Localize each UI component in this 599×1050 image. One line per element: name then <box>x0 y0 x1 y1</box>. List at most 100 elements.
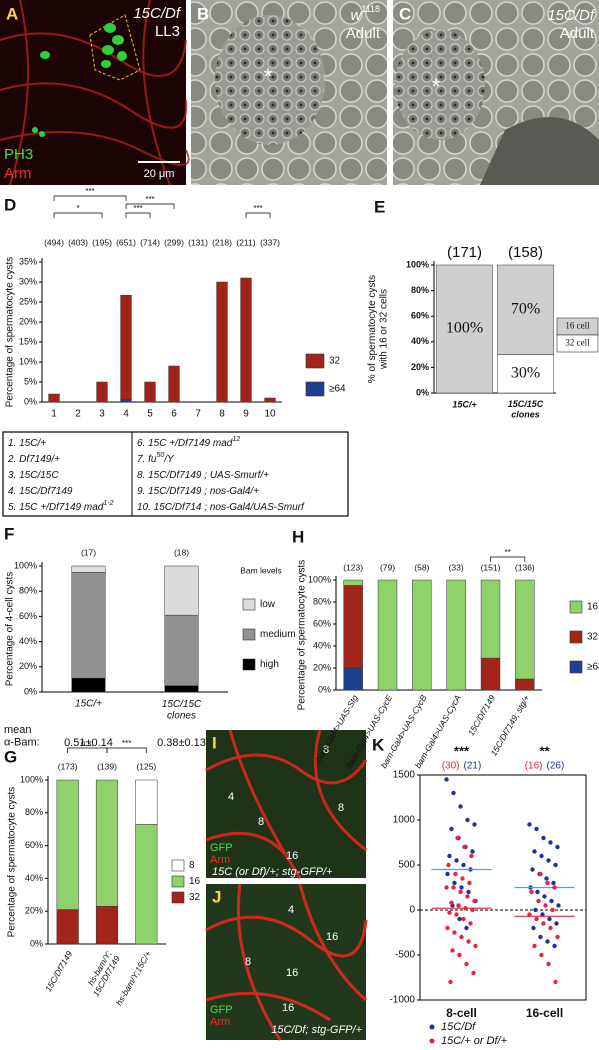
cell-count: 4 <box>288 904 294 916</box>
bar-segment <box>264 397 276 403</box>
stain-label: Arm <box>4 165 32 182</box>
data-point <box>538 871 543 877</box>
data-point <box>464 961 469 967</box>
bar-segment <box>95 906 119 945</box>
legend-marker <box>429 1024 435 1030</box>
legend-label: 16 cell <box>565 321 590 331</box>
genotype-entry: 10. 15C/Df714 ; nos-Gal4/UAS-Smurf <box>137 502 305 513</box>
asterisk: * <box>264 64 273 89</box>
data-point <box>532 943 537 949</box>
data-point <box>472 898 477 904</box>
micrograph <box>206 884 366 1040</box>
stain-label: PH3 <box>4 146 33 163</box>
count-label: (651) <box>116 237 136 247</box>
micrograph <box>0 0 186 185</box>
data-point <box>459 934 464 940</box>
data-point <box>539 952 544 958</box>
y-tick-label: 0% <box>24 396 37 406</box>
y-tick-label: 60% <box>25 840 43 850</box>
significance-label: *** <box>454 743 470 758</box>
count-label: (151) <box>481 562 501 572</box>
legend-label: 32 <box>329 356 341 367</box>
bar-segment <box>135 824 158 945</box>
y-tick-label: 40% <box>411 336 429 346</box>
count-label: (494) <box>44 237 64 247</box>
data-point <box>530 867 535 872</box>
y-tick-label: -1000 <box>389 995 415 1006</box>
bar-segment <box>497 354 554 394</box>
data-point <box>445 925 450 931</box>
bar-segment <box>120 398 132 403</box>
data-point <box>552 885 557 890</box>
mean-value: 0.51±0.14 <box>64 737 113 749</box>
legend-label: ≥64 <box>329 384 346 395</box>
value-label: 70% <box>511 300 540 317</box>
genotype-entry: 6. 15C +/Df7149 mad12 <box>137 436 240 449</box>
legend-label: 32 <box>189 892 201 903</box>
data-point <box>449 900 454 905</box>
data-point <box>470 907 475 913</box>
legend-label: 15C/Df <box>441 1021 476 1033</box>
bar-segment <box>377 579 398 691</box>
y-tick-label: 0% <box>318 684 331 694</box>
genotype-superscript: 1-2 <box>103 500 113 507</box>
data-point <box>550 907 555 913</box>
data-point <box>446 862 451 868</box>
y-tick-label: 40% <box>19 636 37 646</box>
genotype-entry: 9. 15C/Df7149 ; nos-Gal4/+ <box>137 486 259 497</box>
genotype-table <box>2 431 349 517</box>
data-point <box>462 844 467 850</box>
bar-segment <box>71 677 106 693</box>
y-tick-label: 40% <box>313 640 331 650</box>
data-point <box>451 790 456 796</box>
legend-label: 8 <box>189 860 195 871</box>
stain-label: Arm <box>210 1016 230 1028</box>
data-point <box>534 916 539 922</box>
count-label: (131) <box>188 237 208 247</box>
legend-label: 15C/+ or Df/+ <box>441 1035 508 1047</box>
legend-label: high <box>260 659 279 670</box>
genotype-text: 4. 15C/Df7149 <box>8 486 73 497</box>
bar-segment <box>216 281 228 403</box>
legend-title: Bam levels <box>240 565 282 575</box>
significance-bracket <box>53 212 103 218</box>
stage-label: Adult <box>346 25 381 42</box>
significance-bracket <box>106 747 147 753</box>
x-tick-label: 15C/15C clones <box>162 699 202 722</box>
legend-swatch <box>569 660 583 674</box>
panel-label: D <box>4 195 16 214</box>
panel-label: E <box>374 197 385 216</box>
legend-swatch <box>556 334 599 353</box>
significance-bracket <box>490 556 526 562</box>
data-point <box>455 835 460 841</box>
x-tick-label: 3 <box>99 409 105 420</box>
data-point <box>458 889 463 895</box>
data-point <box>454 912 459 917</box>
data-point <box>531 925 536 931</box>
cell-count: 8 <box>338 802 344 814</box>
count-label: (16) <box>525 761 543 772</box>
count-label: (171) <box>447 244 482 261</box>
bar-segment <box>164 614 199 686</box>
y-tick-label: 100% <box>308 574 331 584</box>
panel-label: J <box>212 887 221 906</box>
y-tick-label: 100% <box>14 560 37 570</box>
stain-label: Arm <box>210 854 230 866</box>
legend-swatch <box>171 875 185 888</box>
count-label: (26) <box>547 761 565 772</box>
data-point <box>470 849 475 854</box>
significance-label: *** <box>253 204 262 213</box>
legend-swatch <box>171 891 185 904</box>
y-axis-label: Percentage of spermatocyte cysts <box>7 787 18 938</box>
count-label: (136) <box>515 562 535 572</box>
mean-label: mean α-Bam: <box>4 724 40 749</box>
y-tick-label: 60% <box>19 611 37 621</box>
x-tick-label: 16-cell <box>526 1006 563 1020</box>
x-tick-label: 15C/Df7149 <box>43 949 74 994</box>
y-tick-label: 100% <box>406 259 429 269</box>
data-point <box>555 934 560 940</box>
image-panel-b: B w1118 Adult * <box>191 0 387 185</box>
x-tick-label: hs-bam/Y;15C/Df7149 <box>82 949 122 999</box>
y-axis-label: % of spermatocyte cystswith 16 or 32 cel… <box>367 275 390 383</box>
data-point <box>539 853 544 859</box>
